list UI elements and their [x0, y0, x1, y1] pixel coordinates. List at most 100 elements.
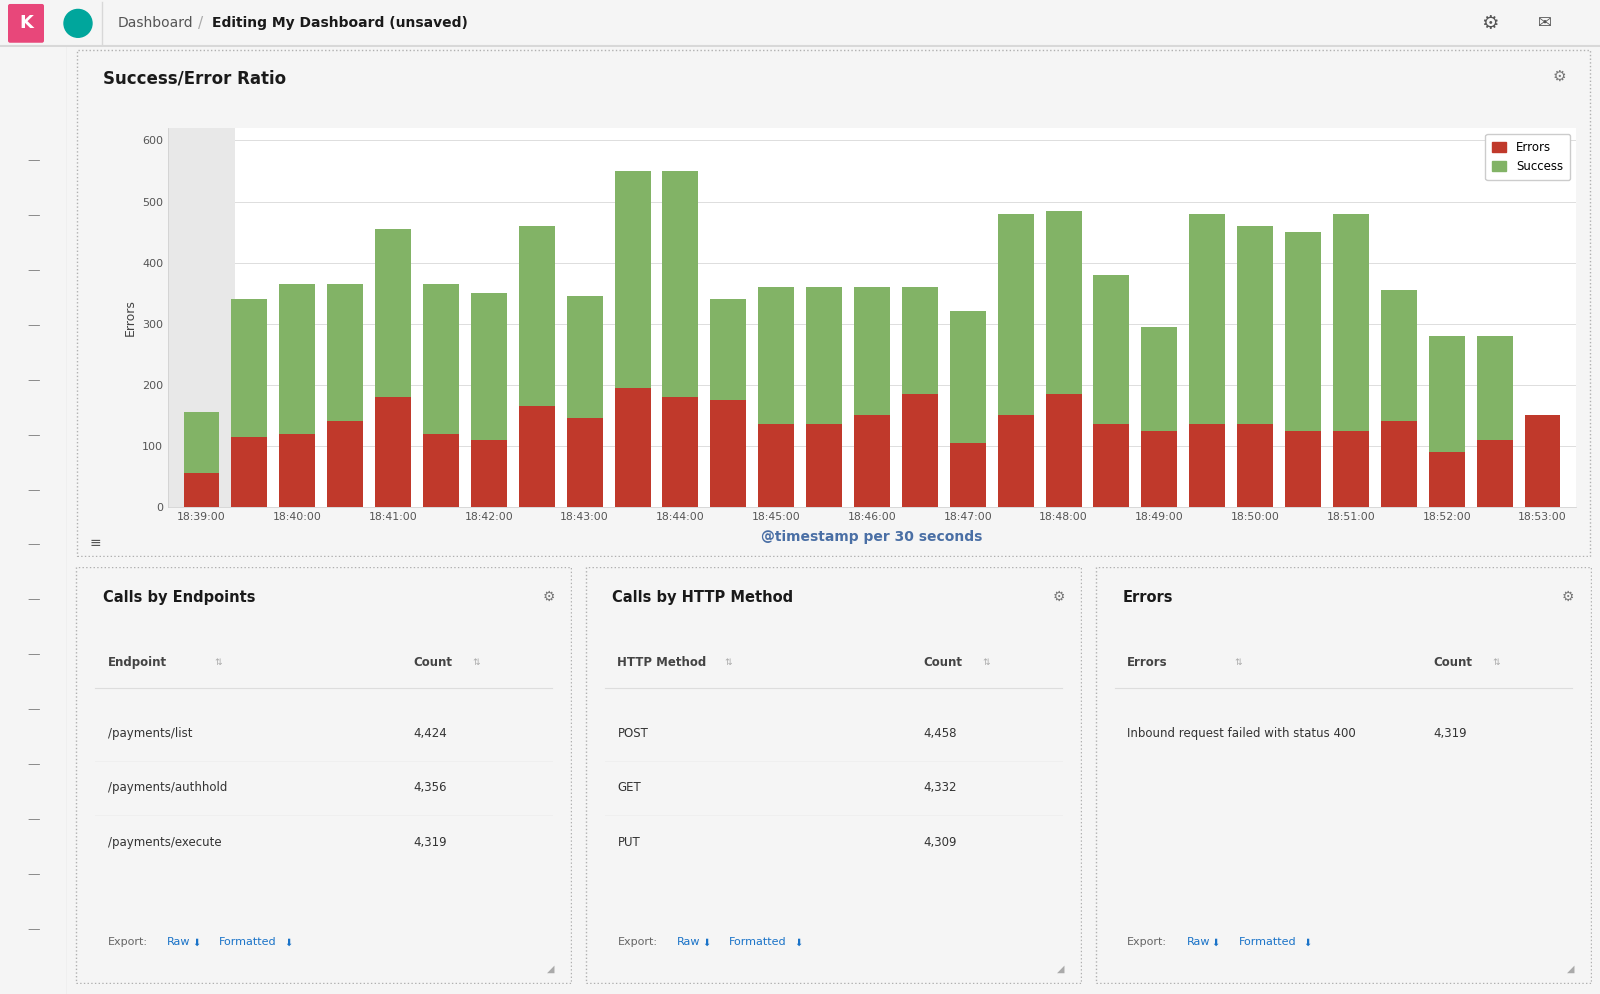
Bar [280, 433, 315, 507]
Text: ⚙: ⚙ [1053, 589, 1064, 603]
Bar [1333, 214, 1370, 430]
Text: /payments/list: /payments/list [107, 727, 192, 741]
Text: Calls by HTTP Method: Calls by HTTP Method [613, 589, 794, 604]
Text: —: — [27, 263, 40, 276]
Text: 4,309: 4,309 [923, 836, 957, 849]
Text: —: — [27, 704, 40, 717]
Text: Count: Count [1434, 656, 1472, 669]
Text: ⇅: ⇅ [1234, 658, 1242, 667]
Text: —: — [27, 209, 40, 222]
Bar [1477, 336, 1512, 439]
Bar [1046, 211, 1082, 394]
Text: —: — [27, 593, 40, 606]
Bar [758, 424, 794, 507]
Text: ⚙: ⚙ [1562, 589, 1574, 603]
Text: —: — [27, 648, 40, 661]
Text: Count: Count [923, 656, 962, 669]
Y-axis label: Errors: Errors [123, 299, 136, 336]
Bar [566, 296, 603, 418]
Bar [1285, 430, 1322, 507]
Text: ⬇: ⬇ [794, 937, 802, 947]
Text: 4,424: 4,424 [413, 727, 446, 741]
Text: ◢: ◢ [547, 963, 555, 974]
Bar [1429, 336, 1464, 452]
Bar [998, 415, 1034, 507]
Bar [1429, 452, 1464, 507]
Text: Errors: Errors [1128, 656, 1168, 669]
Bar [1189, 214, 1226, 424]
Bar [662, 397, 698, 507]
Bar [758, 287, 794, 424]
Bar [614, 388, 651, 507]
Text: Export:: Export: [618, 937, 658, 947]
Text: —: — [27, 539, 40, 552]
Text: POST: POST [618, 727, 648, 741]
Bar [710, 299, 746, 400]
Text: —: — [27, 813, 40, 826]
Text: —: — [27, 319, 40, 332]
Text: ⚙: ⚙ [1552, 69, 1566, 84]
Bar [902, 394, 938, 507]
Bar [950, 311, 986, 442]
Bar [1093, 274, 1130, 424]
Text: ⚙: ⚙ [1482, 14, 1499, 33]
Text: Success/Error Ratio: Success/Error Ratio [102, 69, 286, 87]
Text: /: / [198, 16, 203, 31]
Text: /payments/authhold: /payments/authhold [107, 781, 227, 794]
Text: Raw: Raw [1187, 937, 1210, 947]
Bar [1046, 394, 1082, 507]
Text: Export:: Export: [107, 937, 147, 947]
Text: ≡: ≡ [90, 536, 101, 550]
Text: Endpoint: Endpoint [107, 656, 166, 669]
Bar [950, 442, 986, 507]
Text: ⬇: ⬇ [192, 937, 200, 947]
Bar [518, 226, 555, 407]
Text: Count: Count [413, 656, 453, 669]
Text: Editing My Dashboard (unsaved): Editing My Dashboard (unsaved) [211, 16, 467, 31]
Bar [470, 439, 507, 507]
Bar [1285, 232, 1322, 430]
Bar [1525, 415, 1560, 507]
Text: 4,458: 4,458 [923, 727, 957, 741]
Bar [710, 400, 746, 507]
Bar [1237, 226, 1274, 424]
Bar [168, 128, 235, 507]
Text: PUT: PUT [618, 836, 640, 849]
Bar [184, 473, 219, 507]
Bar [232, 436, 267, 507]
Text: Formatted: Formatted [730, 937, 787, 947]
Text: HTTP Method: HTTP Method [618, 656, 707, 669]
Bar [470, 293, 507, 439]
Bar [1381, 290, 1416, 421]
Text: ⇅: ⇅ [725, 658, 731, 667]
Text: Raw: Raw [166, 937, 190, 947]
Bar [1237, 424, 1274, 507]
Text: 4,319: 4,319 [1434, 727, 1467, 741]
Bar [422, 433, 459, 507]
Bar [422, 284, 459, 433]
Text: Errors: Errors [1122, 589, 1173, 604]
Text: 4,332: 4,332 [923, 781, 957, 794]
Text: ⬇: ⬇ [283, 937, 293, 947]
Text: —: — [27, 428, 40, 441]
Bar [854, 415, 890, 507]
Bar [232, 299, 267, 436]
Bar [1381, 421, 1416, 507]
FancyBboxPatch shape [8, 4, 45, 43]
Text: —: — [27, 868, 40, 881]
Text: K: K [19, 14, 34, 33]
Text: D: D [72, 16, 85, 31]
Text: Formatted: Formatted [1238, 937, 1296, 947]
Bar [902, 287, 938, 394]
X-axis label: @timestamp per 30 seconds: @timestamp per 30 seconds [762, 530, 982, 544]
Bar [614, 171, 651, 388]
Bar [1189, 424, 1226, 507]
Bar [328, 284, 363, 421]
Text: Calls by Endpoints: Calls by Endpoints [102, 589, 254, 604]
Bar [806, 424, 842, 507]
Text: ✉: ✉ [1538, 14, 1552, 33]
Bar [280, 284, 315, 433]
Text: ⬇: ⬇ [1211, 937, 1219, 947]
Bar [662, 171, 698, 397]
Text: Export:: Export: [1128, 937, 1168, 947]
